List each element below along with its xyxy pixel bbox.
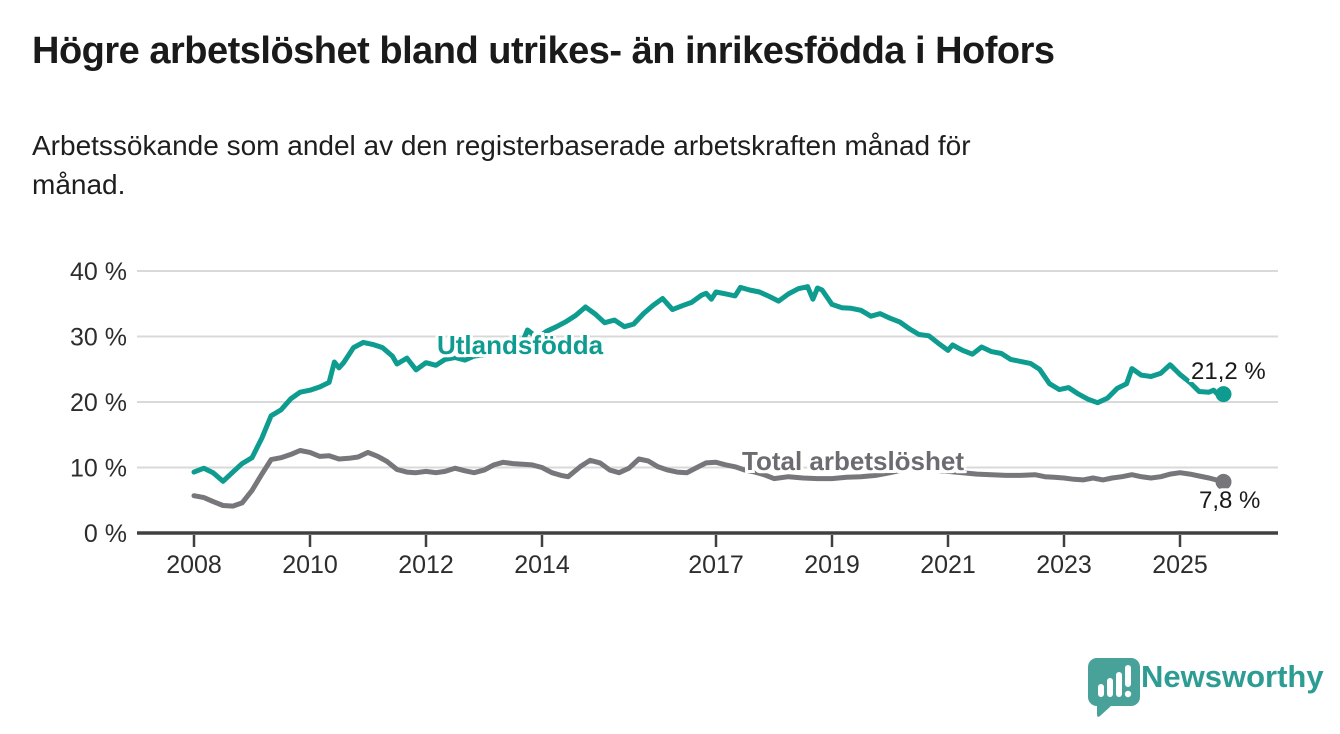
y-tick-label-10: 10 % — [70, 455, 127, 483]
x-tick-label-2010: 2010 — [282, 551, 338, 579]
newsworthy-logo-text: Newsworthy — [1141, 659, 1324, 694]
series-label-total-arbetsloshet: Total arbetslöshet — [742, 446, 965, 476]
x-tick-label-2023: 2023 — [1036, 551, 1092, 579]
series-line-utlandsf-dda — [191, 284, 1226, 484]
x-tick-label-2025: 2025 — [1152, 551, 1208, 579]
chart-title: Högre arbetslöshet bland utrikes- än inr… — [32, 30, 1055, 72]
x-tick-label-2017: 2017 — [688, 551, 744, 579]
x-tick-label-2019: 2019 — [804, 551, 860, 579]
series-end-dot-total-arbetsl-shet — [1215, 473, 1232, 490]
logo-exclamation-dot — [1124, 690, 1132, 698]
y-tick-label-40: 40 % — [70, 258, 127, 286]
y-tick-label-0: 0 % — [84, 520, 127, 548]
newsworthy-logo-icon — [1088, 658, 1140, 717]
end-value-label-total: 7,8 % — [1199, 487, 1261, 514]
logo-bar-1 — [1098, 684, 1104, 697]
series-end-dot-utlandsf-dda — [1215, 386, 1232, 403]
y-tick-label-20: 20 % — [70, 389, 127, 417]
logo-exclamation-stem — [1125, 665, 1131, 687]
x-tick-label-2008: 2008 — [166, 551, 222, 579]
logo-bar-2 — [1107, 678, 1113, 697]
y-tick-label-30: 30 % — [70, 324, 127, 352]
end-value-label-utlandsfodda: 21,2 % — [1191, 358, 1266, 385]
x-tick-label-2012: 2012 — [398, 551, 454, 579]
x-tick-label-2021: 2021 — [920, 551, 976, 579]
logo-bar-3 — [1116, 672, 1122, 697]
speech-bubble-shape — [1088, 658, 1140, 717]
series-label-utlandsfodda: Utlandsfödda — [437, 330, 604, 360]
chart-subtitle: Arbetssökande som andel av den registerb… — [32, 130, 971, 201]
x-tick-label-2014: 2014 — [514, 551, 570, 579]
series-line-total-arbetsl-shet — [191, 448, 1226, 509]
